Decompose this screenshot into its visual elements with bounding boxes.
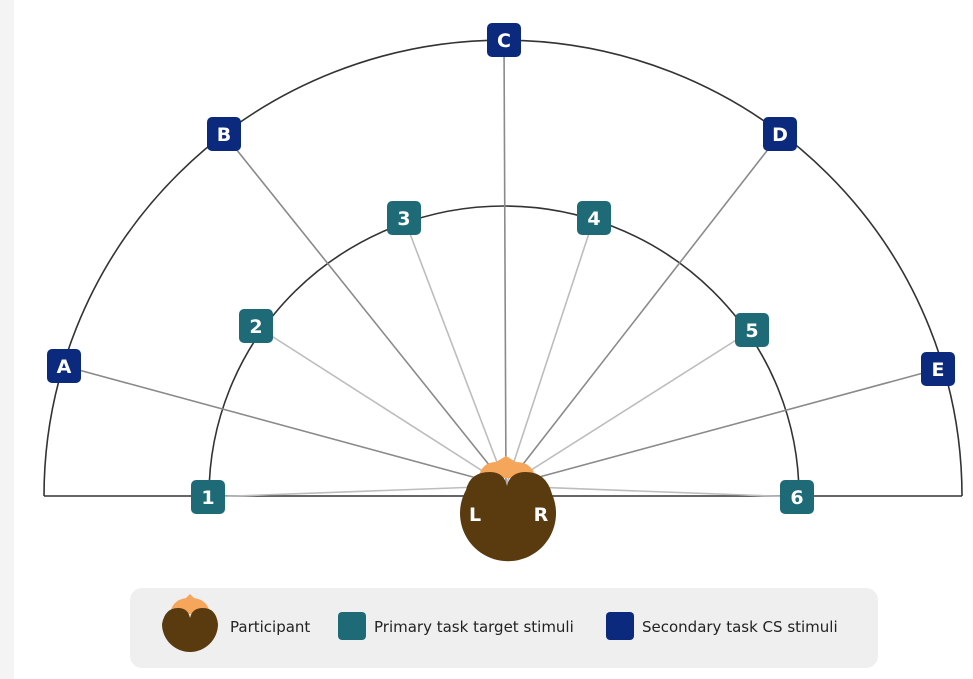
ray — [503, 39, 507, 487]
stimulus-box — [763, 117, 797, 151]
stimuli: A B C D E 1 2 3 4 5 6 — [47, 23, 955, 514]
stimulus-box — [577, 201, 611, 235]
stimulus-box — [191, 480, 225, 514]
left-label: L — [469, 504, 481, 526]
stimulus-box — [780, 480, 814, 514]
stimulus-label: 5 — [745, 320, 758, 342]
participant-head — [460, 472, 557, 562]
stimulus-label: D — [772, 124, 788, 146]
rays — [63, 39, 939, 498]
legend-swatch — [606, 612, 634, 640]
legend: Participant Primary task target stimuli … — [130, 588, 878, 668]
stimulus-label: 4 — [587, 208, 600, 230]
ray — [505, 217, 595, 487]
stimulus-box — [735, 313, 769, 347]
stimulus-box — [921, 352, 955, 386]
participant: L R — [460, 456, 557, 562]
right-label: R — [534, 504, 549, 526]
stimulus-label: E — [932, 359, 945, 381]
left-margin — [0, 0, 14, 679]
stimulus-label: B — [217, 124, 231, 146]
ray — [223, 133, 507, 487]
legend-text: Primary task target stimuli — [374, 618, 574, 636]
stimulus-label: C — [497, 30, 511, 52]
ray — [505, 133, 781, 487]
ray — [255, 325, 507, 487]
stimulus-box — [487, 23, 521, 57]
legend-swatch — [338, 612, 366, 640]
stimulus-label: 3 — [397, 208, 410, 230]
legend-head — [162, 608, 218, 652]
ray — [403, 217, 507, 487]
stimulus-box — [239, 309, 273, 343]
stimulus-label: 1 — [201, 487, 214, 509]
stimulus-label: A — [57, 356, 72, 378]
stimulus-box — [387, 201, 421, 235]
ray — [505, 329, 753, 487]
ray — [505, 368, 939, 487]
ray — [207, 485, 507, 498]
ray — [63, 365, 507, 487]
ray — [505, 485, 798, 498]
legend-box — [130, 588, 878, 668]
stimulus-box — [47, 349, 81, 383]
legend-text: Secondary task CS stimuli — [642, 618, 838, 636]
stimulus-box — [207, 117, 241, 151]
legend-text: Participant — [230, 618, 310, 636]
stimulus-label: 6 — [790, 487, 803, 509]
stimulus-label: 2 — [249, 316, 262, 338]
